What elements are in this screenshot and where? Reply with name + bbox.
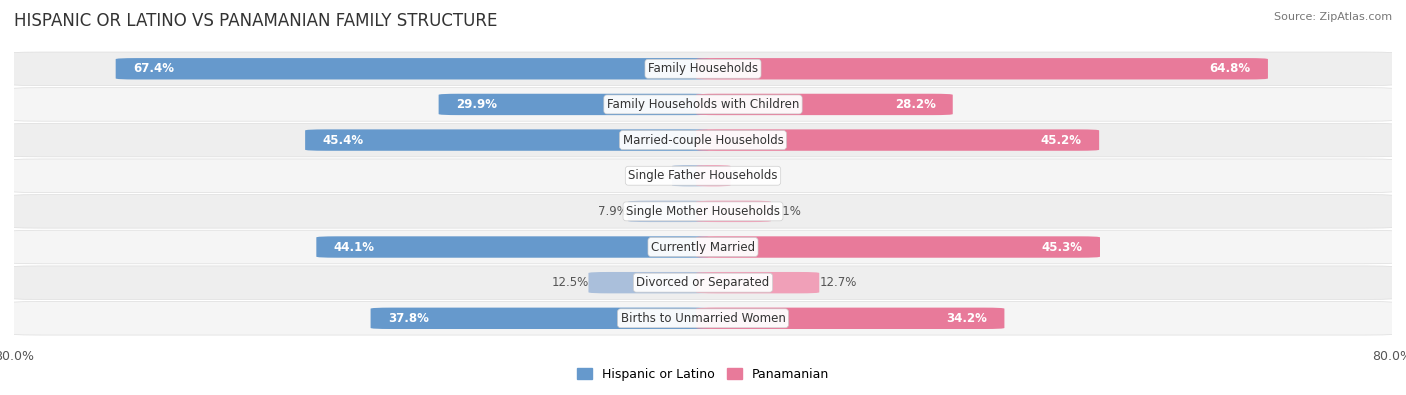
FancyBboxPatch shape [696, 236, 1099, 258]
FancyBboxPatch shape [589, 272, 710, 293]
Text: Married-couple Households: Married-couple Households [623, 134, 783, 147]
FancyBboxPatch shape [316, 236, 710, 258]
FancyBboxPatch shape [0, 266, 1406, 299]
Text: 37.8%: 37.8% [388, 312, 429, 325]
Text: Divorced or Separated: Divorced or Separated [637, 276, 769, 289]
FancyBboxPatch shape [305, 130, 710, 151]
Text: 2.4%: 2.4% [731, 169, 761, 182]
Text: 7.1%: 7.1% [770, 205, 801, 218]
Text: 67.4%: 67.4% [134, 62, 174, 75]
FancyBboxPatch shape [0, 301, 1406, 335]
Text: 29.9%: 29.9% [456, 98, 496, 111]
FancyBboxPatch shape [696, 58, 1268, 79]
Text: 12.7%: 12.7% [820, 276, 856, 289]
Text: 44.1%: 44.1% [333, 241, 374, 254]
FancyBboxPatch shape [0, 123, 1406, 157]
Text: 64.8%: 64.8% [1209, 62, 1251, 75]
Text: 28.2%: 28.2% [894, 98, 935, 111]
Text: 34.2%: 34.2% [946, 312, 987, 325]
Legend: Hispanic or Latino, Panamanian: Hispanic or Latino, Panamanian [572, 363, 834, 386]
Text: 2.8%: 2.8% [643, 169, 672, 182]
FancyBboxPatch shape [0, 230, 1406, 264]
Text: Source: ZipAtlas.com: Source: ZipAtlas.com [1274, 12, 1392, 22]
FancyBboxPatch shape [0, 159, 1406, 192]
FancyBboxPatch shape [696, 201, 770, 222]
Text: 45.3%: 45.3% [1042, 241, 1083, 254]
FancyBboxPatch shape [115, 58, 710, 79]
FancyBboxPatch shape [628, 201, 710, 222]
FancyBboxPatch shape [696, 94, 953, 115]
Text: Births to Unmarried Women: Births to Unmarried Women [620, 312, 786, 325]
Text: 12.5%: 12.5% [551, 276, 589, 289]
FancyBboxPatch shape [696, 130, 1099, 151]
FancyBboxPatch shape [0, 88, 1406, 121]
FancyBboxPatch shape [371, 308, 710, 329]
Text: Single Mother Households: Single Mother Households [626, 205, 780, 218]
Text: HISPANIC OR LATINO VS PANAMANIAN FAMILY STRUCTURE: HISPANIC OR LATINO VS PANAMANIAN FAMILY … [14, 12, 498, 30]
FancyBboxPatch shape [672, 165, 710, 186]
Text: Single Father Households: Single Father Households [628, 169, 778, 182]
FancyBboxPatch shape [0, 195, 1406, 228]
FancyBboxPatch shape [696, 308, 1004, 329]
FancyBboxPatch shape [0, 52, 1406, 86]
Text: 45.2%: 45.2% [1040, 134, 1083, 147]
FancyBboxPatch shape [696, 165, 731, 186]
FancyBboxPatch shape [696, 272, 820, 293]
Text: 7.9%: 7.9% [598, 205, 628, 218]
Text: Family Households: Family Households [648, 62, 758, 75]
Text: Family Households with Children: Family Households with Children [607, 98, 799, 111]
Text: 45.4%: 45.4% [322, 134, 364, 147]
Text: Currently Married: Currently Married [651, 241, 755, 254]
FancyBboxPatch shape [439, 94, 710, 115]
